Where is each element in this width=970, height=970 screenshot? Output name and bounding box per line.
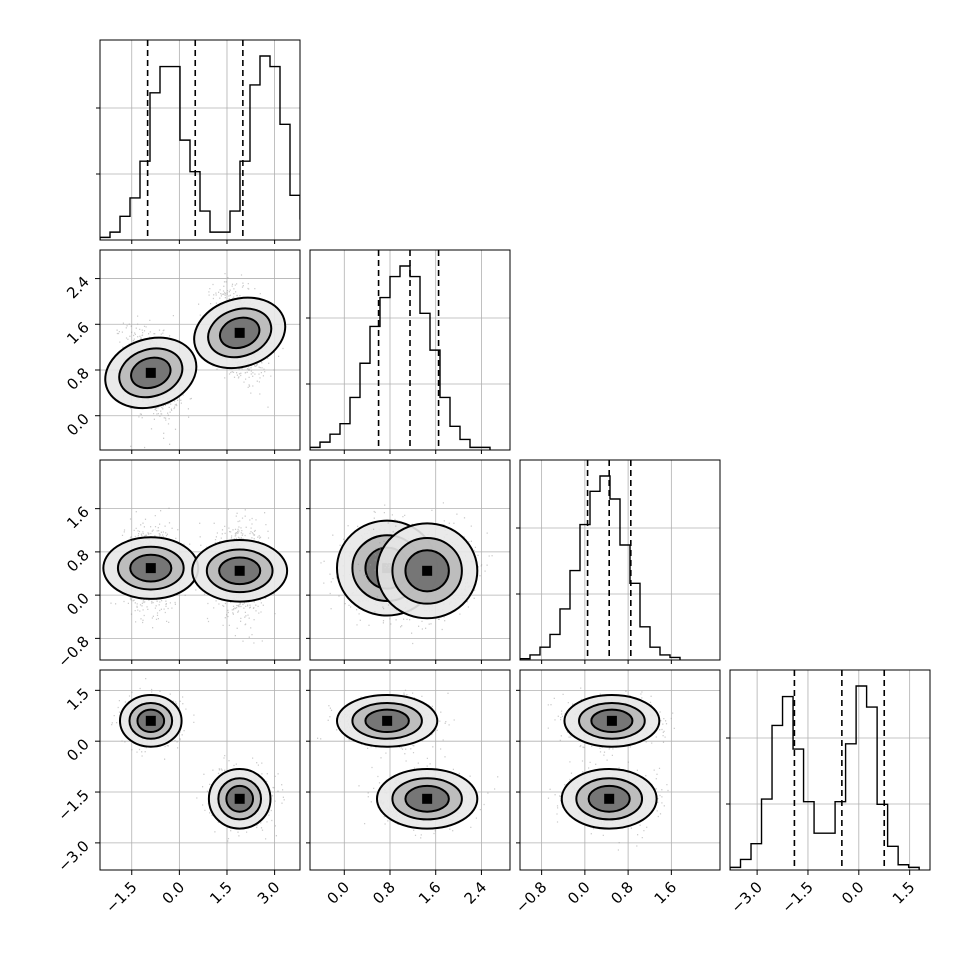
y-tick-label: 0.0 <box>63 735 93 765</box>
histogram-step-2 <box>520 475 681 660</box>
y-tick-label: 1.6 <box>63 318 93 348</box>
x-tick-label: 0.0 <box>324 878 354 908</box>
x-tick-label: 1.6 <box>415 878 445 908</box>
x-tick-label: 0.0 <box>159 878 189 908</box>
density-peak <box>422 565 433 576</box>
histogram-step-3 <box>730 685 920 870</box>
x-tick-label: 2.4 <box>461 878 491 908</box>
y-tick-label: 2.4 <box>63 273 93 303</box>
histogram-step-1 <box>310 265 491 450</box>
scatter-panel-3-2 <box>519 669 721 871</box>
x-tick-label: −0.8 <box>512 878 550 916</box>
y-tick-label: 0.8 <box>63 546 93 576</box>
x-axis-3: −3.0 −1.5 0.0 1.5 <box>727 870 918 917</box>
density-peak <box>234 793 245 804</box>
y-axis-2: −0.8 0.0 0.8 1.6 <box>54 503 100 671</box>
x-tick-label: 1.6 <box>651 878 681 908</box>
y-tick-label: 0.8 <box>63 364 93 394</box>
y-tick-label: 1.5 <box>63 684 93 714</box>
scatter-panel-2-1 <box>309 459 511 661</box>
y-axis-1: 0.0 0.8 1.6 2.4 <box>63 273 100 440</box>
x-tick-label: 0.0 <box>564 878 594 908</box>
y-tick-label: 0.0 <box>63 589 93 619</box>
x-axis-2: −0.8 0.0 0.8 1.6 <box>512 870 680 917</box>
x-tick-label: 0.8 <box>369 878 399 908</box>
scatter-panel-3-0 <box>99 669 301 871</box>
x-tick-label: 1.5 <box>889 878 919 908</box>
density-peak <box>145 563 156 574</box>
x-tick-label: 3.0 <box>254 878 284 908</box>
x-tick-label: 0.0 <box>838 878 868 908</box>
density-peak <box>422 793 433 804</box>
x-axis-1: 0.0 0.8 1.6 2.4 <box>324 870 491 908</box>
density-peak <box>606 715 617 726</box>
x-tick-label: −1.5 <box>778 878 816 916</box>
x-tick-label: −3.0 <box>727 878 765 916</box>
y-axis-3: −3.0 −1.5 0.0 1.5 <box>54 684 100 875</box>
scatter-panel-3-1 <box>309 669 511 871</box>
density-peak <box>145 715 156 726</box>
histogram-panel-0 <box>96 39 301 241</box>
scatter-panel-2-0 <box>99 459 301 661</box>
histogram-panel-1 <box>306 249 511 451</box>
y-tick-label: −1.5 <box>54 786 92 824</box>
density-peak <box>604 793 615 804</box>
density-peak <box>234 565 245 576</box>
y-tick-label: −3.0 <box>54 837 92 875</box>
density-peak <box>382 715 393 726</box>
density-peak <box>145 367 156 378</box>
histogram-step-0 <box>100 55 300 240</box>
y-tick-label: 1.6 <box>63 503 93 533</box>
histogram-panel-3 <box>726 669 931 871</box>
y-tick-label: −0.8 <box>54 632 92 670</box>
histogram-panel-2 <box>516 459 721 661</box>
x-tick-label: −1.5 <box>102 878 140 916</box>
x-tick-label: 1.5 <box>206 878 236 908</box>
y-tick-label: 0.0 <box>63 410 93 440</box>
x-axis-0: −1.5 0.0 1.5 3.0 <box>102 870 283 917</box>
density-peak <box>234 327 245 338</box>
scatter-panel-1-0 <box>99 249 301 451</box>
x-tick-label: 0.8 <box>607 878 637 908</box>
